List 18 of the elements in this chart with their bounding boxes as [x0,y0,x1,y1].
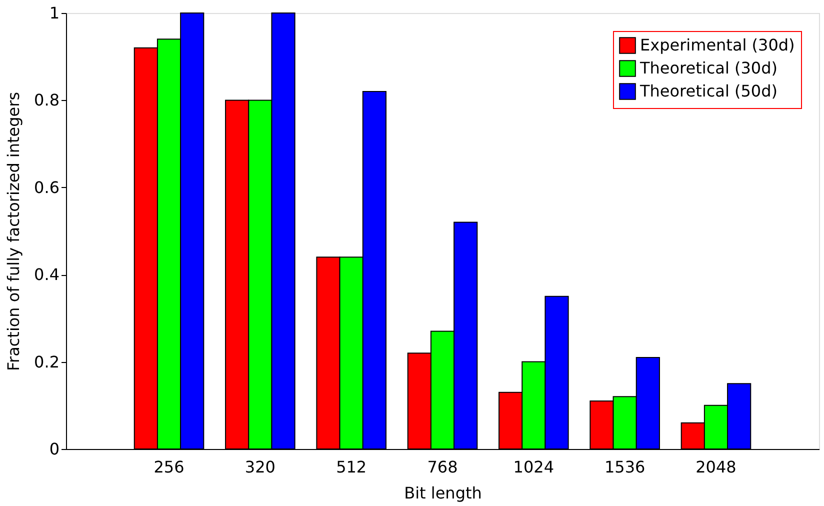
y-tick-label: 0.6 [34,178,60,197]
y-axis-title: Fraction of fully factorized integers [4,92,24,372]
legend-label: Theoretical (50d) [639,82,778,100]
x-tick-label: 2048 [696,458,736,476]
y-tick-label: 0.8 [34,90,60,110]
x-axis-title: Bit length [404,484,482,502]
legend-label: Theoretical (30d) [639,58,778,78]
y-tick-label: 1 [49,4,60,22]
x-tick-label: 768 [427,458,458,476]
x-tick-label: 320 [244,458,276,476]
y-tick-label: 0.2 [34,352,60,372]
y-tick-label: 0.4 [34,265,60,284]
x-tick-label: 1024 [513,458,554,476]
y-tick-label: 0 [49,440,60,458]
x-tick-label: 512 [336,458,367,476]
x-tick-label: 1536 [604,458,646,476]
legend-label: Experimental (30d) [640,36,795,54]
x-tick-label: 256 [154,458,184,476]
